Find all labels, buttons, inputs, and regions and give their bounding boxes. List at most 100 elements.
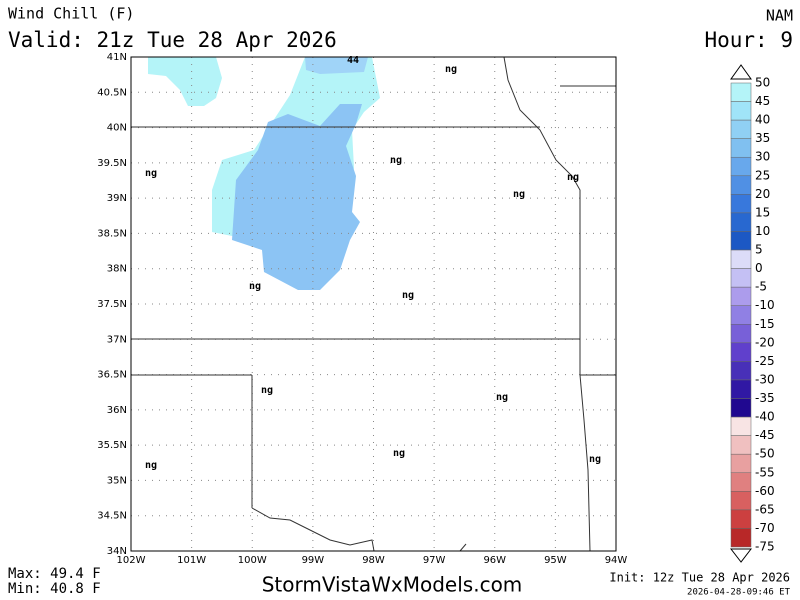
colorbar-swatch xyxy=(730,156,752,177)
colorbar-label: -45 xyxy=(755,428,775,442)
lon-label: 99W xyxy=(302,555,325,566)
colorbar-label: 20 xyxy=(755,187,770,201)
colorbar-swatch xyxy=(730,342,752,362)
lat-label: 40N xyxy=(107,123,127,134)
site: StormVistaWxModels.com xyxy=(262,573,523,597)
model: NAM xyxy=(766,7,793,25)
borders xyxy=(131,56,616,552)
station-value: ng xyxy=(445,64,457,75)
colorbar-label: 15 xyxy=(755,205,770,219)
colorbar-swatch xyxy=(730,398,752,418)
lat-label: 39.5N xyxy=(97,158,127,169)
max: Max: 49.4 F xyxy=(8,566,101,582)
station-value: ng xyxy=(393,448,405,459)
colorbar-label: 40 xyxy=(755,113,770,127)
lon-label: 95W xyxy=(544,555,567,566)
colorbar-swatch xyxy=(730,305,752,325)
colorbar-label: 30 xyxy=(755,150,770,164)
lat-label: 35N xyxy=(107,475,127,486)
colorbar-label: -10 xyxy=(755,298,775,312)
colorbar-swatch xyxy=(730,138,752,158)
colorbar-label: 10 xyxy=(755,224,770,238)
lon-label: 98W xyxy=(362,555,385,566)
colorbar-label: -55 xyxy=(755,465,775,479)
valid-time: Valid: 21z Tue 28 Apr 2026 xyxy=(8,28,337,52)
lat-label: 36N xyxy=(107,405,127,416)
station-value: ng xyxy=(496,392,508,403)
station-value: 44 xyxy=(347,55,359,66)
colorbar-label: -75 xyxy=(755,540,775,554)
colorbar-swatch xyxy=(730,509,752,529)
colorbar-label: -70 xyxy=(755,521,775,535)
stamp: 2026-04-28-09:46 ET xyxy=(687,588,791,598)
init: Init: 12z Tue 28 Apr 2026 xyxy=(609,571,790,585)
labels: 41N 40.5N 40N 39.5N 39N 38.5N 38N 37.5N 37N 36.5N… xyxy=(97,52,627,566)
colorbar-label: 25 xyxy=(755,168,770,182)
colorbar-label: 35 xyxy=(755,131,770,145)
station-value: ng xyxy=(261,385,273,396)
colorbar-top-arrow xyxy=(730,64,752,80)
colorbar-label: -40 xyxy=(755,410,775,424)
colorbar-label: 50 xyxy=(755,76,770,90)
station-value: ng xyxy=(589,454,601,465)
lon-label: 97W xyxy=(423,555,446,566)
colorbar-swatch xyxy=(730,528,752,548)
colorbar-label: -65 xyxy=(755,502,775,516)
colorbar-swatch xyxy=(730,435,752,455)
lat-label: 37.5N xyxy=(97,299,127,310)
colorbar-label: 45 xyxy=(755,94,770,108)
colorbar-swatch xyxy=(730,379,752,399)
colorbar-swatch xyxy=(730,194,752,214)
colorbar-swatch xyxy=(730,212,752,232)
colorbar-label: 0 xyxy=(755,261,763,275)
lat-label: 41N xyxy=(107,52,127,63)
colorbar-swatch xyxy=(730,249,752,269)
station-value: ng xyxy=(145,460,157,471)
colorbar-swatch xyxy=(730,175,752,195)
lon-label: 96W xyxy=(483,555,506,566)
shade xyxy=(305,57,368,74)
lat-label: 34.5N xyxy=(97,511,127,522)
colorbar-swatch xyxy=(730,453,752,474)
lat-label: 35.5N xyxy=(97,440,127,451)
station-value: ng xyxy=(390,155,402,166)
colorbar-label: 5 xyxy=(755,243,763,257)
lat-label: 40.5N xyxy=(97,87,127,98)
colorbar-label: -50 xyxy=(755,447,775,461)
grid xyxy=(130,56,617,552)
station-value: ng xyxy=(513,189,525,200)
lon-label: 94W xyxy=(605,555,628,566)
colorbar-swatch xyxy=(730,472,752,492)
colorbar-swatch xyxy=(730,231,752,251)
colorbar-label: -15 xyxy=(755,317,775,331)
colorbar-label: -30 xyxy=(755,372,775,386)
station-value: ng xyxy=(402,290,414,301)
station-value: ng xyxy=(567,172,579,183)
lon-label: 102W xyxy=(117,555,146,566)
lat-label: 38.5N xyxy=(97,228,127,239)
lon-label: 100W xyxy=(238,555,267,566)
lat-label: 37N xyxy=(107,334,127,345)
colorbar: 50454035302520151050-5-10-15-20-25-30-35… xyxy=(730,76,775,554)
lat-label: 36.5N xyxy=(97,370,127,381)
colorbar-swatch xyxy=(730,416,752,436)
colorbar-swatch xyxy=(730,361,752,381)
colorbar-swatch xyxy=(730,491,752,511)
map-frame xyxy=(130,56,617,552)
min: Min: 40.8 F xyxy=(8,581,101,597)
colorbar-swatch xyxy=(730,324,752,344)
colorbar-bottom-arrow xyxy=(729,548,753,563)
lon-label: 101W xyxy=(177,555,206,566)
colorbar-swatch xyxy=(730,268,752,288)
colorbar-label: -25 xyxy=(755,354,775,368)
colorbar-label: -60 xyxy=(755,484,775,498)
title: Wind Chill (F) xyxy=(8,5,134,23)
colorbar-swatch xyxy=(730,82,752,102)
station-value: ng xyxy=(249,281,261,292)
shade xyxy=(148,57,222,106)
shading xyxy=(148,57,380,290)
lat-label: 39N xyxy=(107,193,127,204)
colorbar-label: -35 xyxy=(755,391,775,405)
colorbar-swatch xyxy=(730,101,752,121)
hour: Hour: 9 xyxy=(704,28,793,52)
